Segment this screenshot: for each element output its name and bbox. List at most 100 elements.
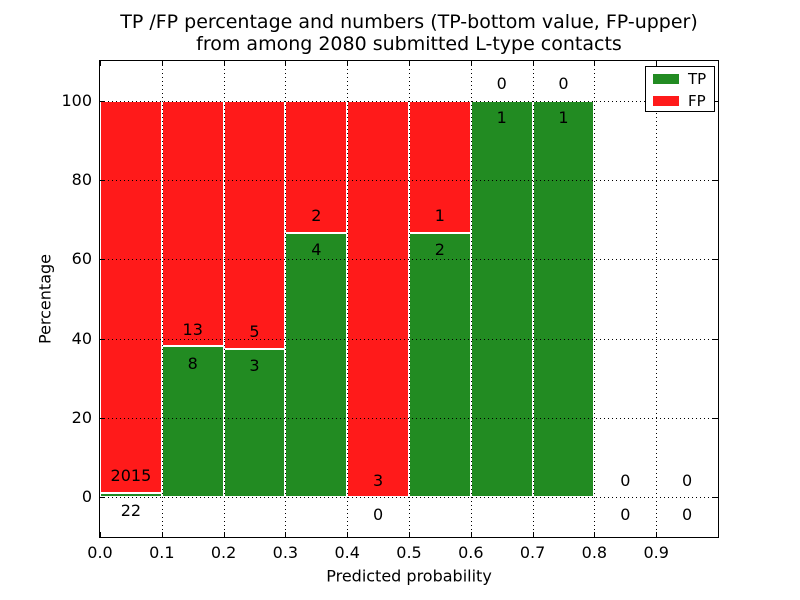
x-tick-label: 0.8 <box>581 543 608 562</box>
tick-mark <box>594 61 596 66</box>
tick-mark <box>656 61 658 66</box>
fp-count-label: 13 <box>182 319 203 339</box>
y-tick-label: 100 <box>61 90 92 110</box>
gridline-x <box>656 61 658 537</box>
tp-count-label: 0 <box>620 504 631 524</box>
tick-mark <box>347 532 349 537</box>
tick-mark <box>100 497 105 499</box>
tick-mark <box>713 100 718 102</box>
legend-label-tp: TP <box>688 69 707 88</box>
legend-swatch-tp-icon <box>653 74 679 84</box>
bar-segment-fp <box>409 100 471 233</box>
fp-count-label: 0 <box>496 74 507 93</box>
bar-segment-fp <box>100 100 162 494</box>
legend-item-fp: FP <box>646 90 714 112</box>
bar-segment-tp <box>161 346 224 498</box>
chart-title: TP /FP percentage and numbers (TP-bottom… <box>120 11 698 55</box>
tick-mark <box>409 532 410 537</box>
y-tick-label: 0 <box>81 487 92 507</box>
tick-mark <box>532 532 534 537</box>
tick-mark <box>470 61 472 66</box>
y-tick-label: 20 <box>71 408 92 427</box>
fp-count-label: 0 <box>682 470 693 490</box>
y-tick-label: 40 <box>71 328 92 348</box>
tp-count-label: 2 <box>434 240 445 260</box>
tick-mark <box>713 497 718 499</box>
tick-mark <box>100 338 105 340</box>
tick-mark <box>713 180 718 181</box>
legend-swatch-fp-icon <box>653 96 679 106</box>
tick-mark <box>713 338 718 340</box>
tick-mark <box>100 100 105 102</box>
fp-count-label: 2 <box>311 206 322 226</box>
tick-mark <box>347 61 349 66</box>
chart-title-line2: from among 2080 submitted L-type contact… <box>196 33 622 55</box>
bar-segment-tp <box>532 100 595 498</box>
x-tick-label: 0.7 <box>519 543 546 562</box>
plot-area: 0.0 0.1 0.2 0.3 0.4 0.5 0.6 0.7 0.8 0.9 0 20 40 60 80 1… <box>61 60 719 562</box>
gridline-x <box>347 61 349 537</box>
legend-item-tp: TP <box>646 68 714 90</box>
tick-mark <box>100 180 105 181</box>
bar-segment-fp <box>223 100 286 349</box>
x-tick-label: 0.9 <box>643 543 669 562</box>
tick-mark <box>713 259 718 261</box>
tick-mark <box>161 61 163 66</box>
tick-mark <box>409 61 410 66</box>
x-tick-label: 0.4 <box>334 543 360 562</box>
fp-count-label: 0 <box>620 470 631 490</box>
tick-mark <box>285 532 287 537</box>
tick-mark <box>470 532 472 537</box>
tp-count-label: 22 <box>120 500 142 520</box>
x-tick-label: 0.3 <box>272 543 299 562</box>
bar-segment-tp <box>100 493 162 498</box>
legend: TP FP <box>645 66 715 112</box>
tick-mark <box>594 532 596 537</box>
x-axis-label: Predicted probability <box>326 566 492 586</box>
tick-mark <box>161 532 163 537</box>
tp-count-label: 1 <box>558 108 569 128</box>
fp-count-label: 2015 <box>110 466 152 486</box>
x-tick-label: 0.5 <box>396 543 422 562</box>
gridline-x <box>223 61 225 537</box>
bar-segment-tp <box>285 232 348 498</box>
tp-count-label: 3 <box>249 356 260 376</box>
tick-mark <box>100 418 105 419</box>
chart-title-line1: TP /FP percentage and numbers (TP-bottom… <box>120 11 698 33</box>
x-tick-label: 0.1 <box>149 543 175 562</box>
bar-segment-tp <box>409 232 471 498</box>
gridline-x <box>409 61 410 537</box>
tick-mark <box>713 418 718 419</box>
gridline-x <box>470 61 472 537</box>
tick-mark <box>223 532 225 537</box>
tick-mark <box>285 61 287 66</box>
bar-segment-fp <box>347 100 409 498</box>
fp-count-label: 0 <box>558 74 569 93</box>
x-tick-label: 0.0 <box>87 543 113 562</box>
bar-segment-fp <box>161 100 224 347</box>
tick-mark <box>656 532 658 537</box>
x-tick-label: 0.2 <box>210 543 237 562</box>
fp-count-label: 3 <box>373 470 384 490</box>
tp-count-label: 8 <box>187 353 198 373</box>
gridline-x <box>532 61 534 537</box>
bar-segment-tp <box>470 100 533 498</box>
y-tick-label: 60 <box>71 249 92 269</box>
gridline-x <box>594 61 596 537</box>
tp-count-label: 4 <box>311 240 322 260</box>
legend-label-fp: FP <box>688 91 706 110</box>
tp-count-label: 0 <box>373 504 384 524</box>
tick-mark <box>223 61 225 66</box>
fp-count-label: 5 <box>249 321 260 341</box>
tick-mark <box>100 61 101 66</box>
tp-count-label: 1 <box>496 108 507 128</box>
tick-mark <box>100 532 101 537</box>
gridline-x <box>285 61 287 537</box>
tick-mark <box>532 61 534 66</box>
x-tick-label: 0.6 <box>458 543 484 562</box>
gridline-x <box>161 61 163 537</box>
tick-mark <box>100 259 105 261</box>
y-tick-label: 80 <box>71 170 92 189</box>
tp-count-label: 0 <box>682 504 693 524</box>
